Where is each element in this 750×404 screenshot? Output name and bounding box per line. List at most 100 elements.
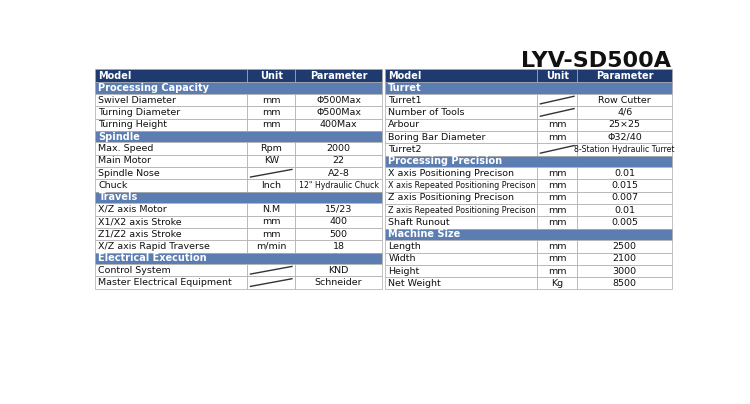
Bar xyxy=(578,265,672,277)
Text: Machine Size: Machine Size xyxy=(388,229,460,240)
Bar xyxy=(386,106,537,118)
Bar xyxy=(95,216,248,228)
Text: Height: Height xyxy=(388,267,419,276)
Bar xyxy=(296,143,382,155)
Text: Max. Speed: Max. Speed xyxy=(98,144,154,153)
Bar xyxy=(248,203,296,216)
Text: Electrical Execution: Electrical Execution xyxy=(98,253,207,263)
Bar xyxy=(248,228,296,240)
Text: mm: mm xyxy=(262,229,280,238)
Bar xyxy=(578,143,672,156)
Bar xyxy=(248,276,296,289)
Bar xyxy=(95,94,248,106)
Text: mm: mm xyxy=(548,254,566,263)
Bar xyxy=(537,265,578,277)
Text: mm: mm xyxy=(548,133,566,141)
Bar xyxy=(95,82,382,94)
Bar xyxy=(386,240,537,252)
Bar xyxy=(537,179,578,192)
Text: Z axis Repeated Positioning Precison: Z axis Repeated Positioning Precison xyxy=(388,206,536,215)
Text: N.M: N.M xyxy=(262,205,280,214)
Bar xyxy=(537,240,578,252)
Text: mm: mm xyxy=(262,120,280,129)
Text: 0.007: 0.007 xyxy=(611,194,638,202)
Bar xyxy=(95,240,248,252)
Bar xyxy=(95,192,382,203)
Text: X axis Repeated Positioning Precison: X axis Repeated Positioning Precison xyxy=(388,181,536,190)
Bar xyxy=(578,252,672,265)
Bar xyxy=(386,69,537,82)
Text: X/Z axis Motor: X/Z axis Motor xyxy=(98,205,167,214)
Text: 22: 22 xyxy=(333,156,345,165)
Text: 400Max: 400Max xyxy=(320,120,358,129)
Bar xyxy=(95,264,248,276)
Text: 25×25: 25×25 xyxy=(609,120,640,129)
Bar xyxy=(95,106,248,118)
Bar xyxy=(386,265,537,277)
Bar xyxy=(537,118,578,131)
Text: Parameter: Parameter xyxy=(596,71,653,81)
Bar xyxy=(95,228,248,240)
Bar xyxy=(386,204,537,216)
Bar xyxy=(578,94,672,106)
Text: Travels: Travels xyxy=(98,192,138,202)
Text: Model: Model xyxy=(98,71,132,81)
Text: mm: mm xyxy=(548,194,566,202)
Bar xyxy=(537,143,578,156)
Text: mm: mm xyxy=(262,108,280,117)
Bar xyxy=(537,167,578,179)
Text: 500: 500 xyxy=(330,229,348,238)
Text: Arbour: Arbour xyxy=(388,120,421,129)
Bar xyxy=(537,94,578,106)
Text: 18: 18 xyxy=(333,242,345,251)
Text: mm: mm xyxy=(548,267,566,276)
Text: Number of Tools: Number of Tools xyxy=(388,108,465,117)
Bar xyxy=(386,82,672,94)
Text: mm: mm xyxy=(548,206,566,215)
Text: 400: 400 xyxy=(330,217,348,226)
Text: Swivel Diameter: Swivel Diameter xyxy=(98,96,176,105)
Text: mm: mm xyxy=(548,169,566,178)
Text: Turret2: Turret2 xyxy=(388,145,422,154)
Bar xyxy=(537,192,578,204)
Bar xyxy=(578,118,672,131)
Text: 2000: 2000 xyxy=(327,144,351,153)
Text: Turret: Turret xyxy=(388,83,422,93)
Bar xyxy=(95,252,382,264)
Bar xyxy=(578,131,672,143)
Text: mm: mm xyxy=(548,120,566,129)
Bar xyxy=(248,240,296,252)
Bar xyxy=(296,118,382,131)
Text: 4/6: 4/6 xyxy=(617,108,632,117)
Bar xyxy=(386,118,537,131)
Bar xyxy=(578,69,672,82)
Bar xyxy=(248,69,296,82)
Text: X1/X2 axis Stroke: X1/X2 axis Stroke xyxy=(98,217,182,226)
Text: Φ32/40: Φ32/40 xyxy=(608,133,642,141)
Text: 12" Hydraulic Chuck: 12" Hydraulic Chuck xyxy=(298,181,379,190)
Bar xyxy=(537,69,578,82)
Text: KW: KW xyxy=(264,156,279,165)
Text: LYV-SD500A: LYV-SD500A xyxy=(521,51,671,71)
Bar xyxy=(578,106,672,118)
Text: 0.015: 0.015 xyxy=(611,181,638,190)
Bar xyxy=(95,155,248,167)
Text: 0.005: 0.005 xyxy=(611,218,638,227)
Text: 3000: 3000 xyxy=(613,267,637,276)
Text: 8-Station Hydraulic Turret: 8-Station Hydraulic Turret xyxy=(574,145,675,154)
Bar xyxy=(386,143,537,156)
Text: A2-8: A2-8 xyxy=(328,169,350,178)
Text: Main Motor: Main Motor xyxy=(98,156,152,165)
Text: Turning Diameter: Turning Diameter xyxy=(98,108,181,117)
Bar xyxy=(386,156,672,167)
Bar xyxy=(248,94,296,106)
Bar xyxy=(296,179,382,192)
Text: Turret1: Turret1 xyxy=(388,96,422,105)
Bar xyxy=(537,252,578,265)
Text: Φ500Max: Φ500Max xyxy=(316,108,362,117)
Bar xyxy=(578,216,672,229)
Text: Model: Model xyxy=(388,71,422,81)
Bar xyxy=(578,240,672,252)
Bar xyxy=(386,277,537,290)
Bar xyxy=(248,155,296,167)
